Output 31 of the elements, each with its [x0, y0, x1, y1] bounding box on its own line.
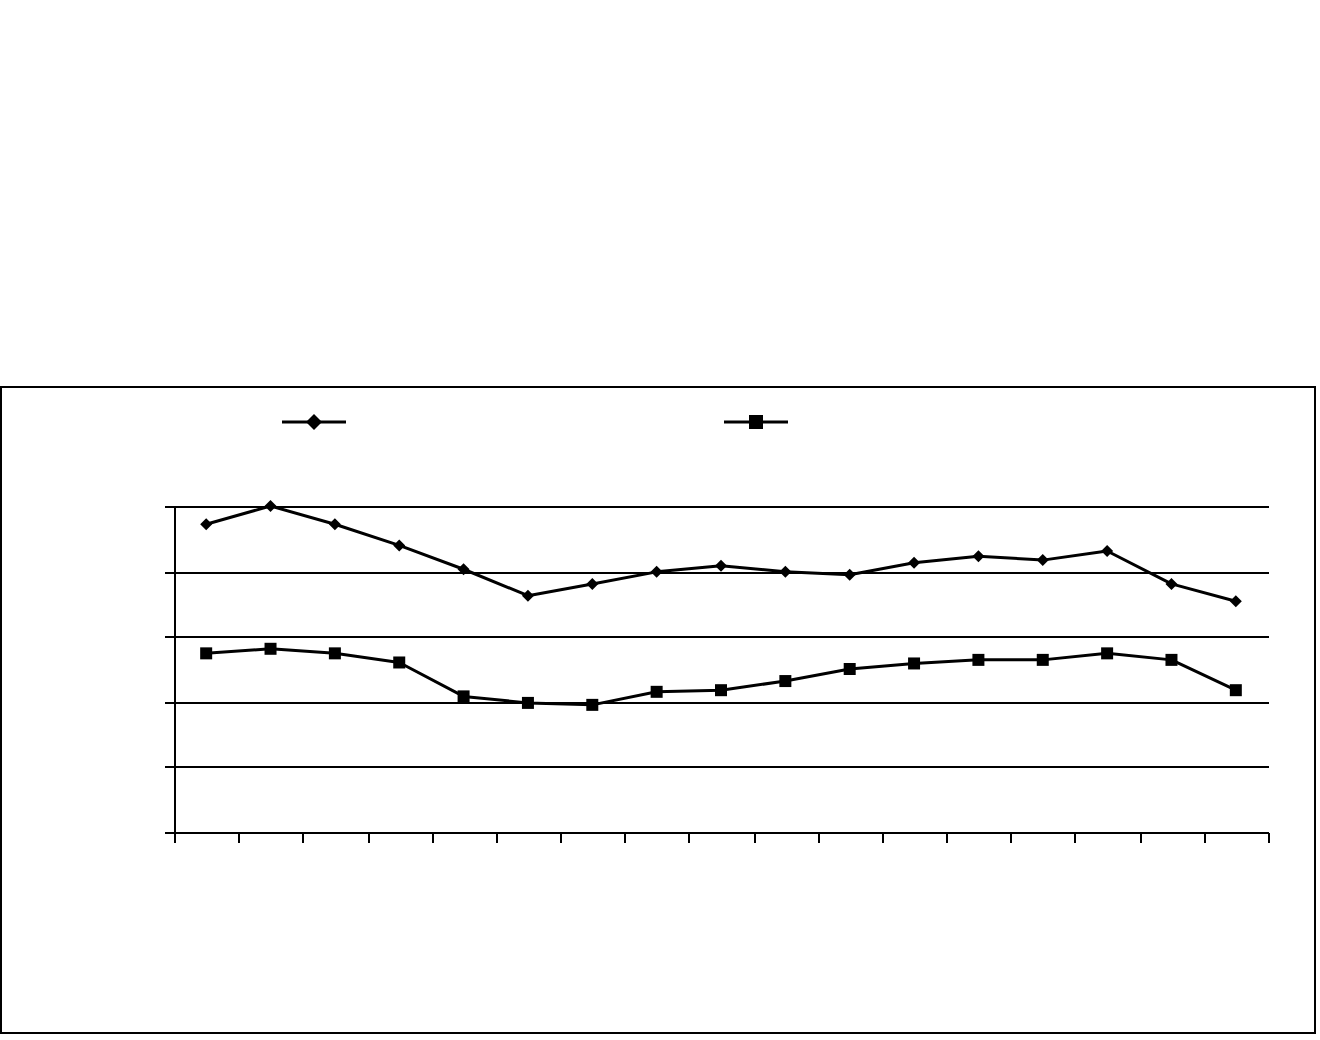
point — [972, 550, 985, 563]
point — [1101, 544, 1114, 557]
point — [457, 563, 470, 576]
point — [457, 690, 470, 703]
point — [650, 685, 663, 698]
point — [1101, 647, 1114, 660]
point — [264, 642, 277, 655]
point — [393, 656, 406, 669]
point — [393, 539, 406, 552]
point — [715, 684, 727, 697]
point — [328, 518, 341, 531]
point — [972, 653, 985, 666]
point — [1036, 554, 1049, 567]
point — [586, 698, 599, 711]
point — [908, 657, 921, 670]
point — [200, 518, 213, 531]
point — [1165, 577, 1178, 590]
point — [1229, 684, 1242, 697]
point — [715, 559, 727, 572]
point — [586, 577, 599, 590]
point — [1036, 653, 1049, 666]
point — [1229, 595, 1242, 608]
point — [779, 675, 792, 688]
point — [328, 647, 341, 660]
point — [521, 696, 534, 709]
point — [908, 556, 921, 569]
point — [1165, 653, 1178, 666]
point — [264, 500, 277, 512]
point — [843, 663, 856, 675]
point — [521, 589, 534, 602]
point — [200, 647, 213, 660]
